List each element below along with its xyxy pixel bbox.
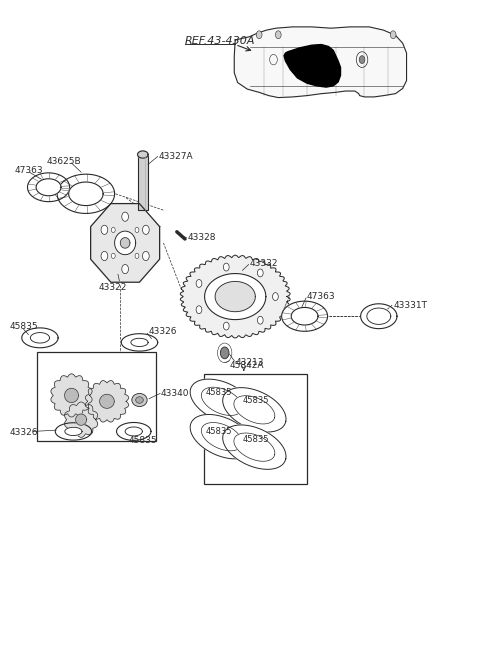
Circle shape bbox=[220, 347, 229, 359]
Ellipse shape bbox=[136, 397, 144, 403]
Polygon shape bbox=[215, 281, 255, 312]
Polygon shape bbox=[138, 151, 148, 158]
Polygon shape bbox=[55, 422, 92, 440]
Circle shape bbox=[111, 253, 115, 258]
Ellipse shape bbox=[132, 394, 147, 407]
Circle shape bbox=[135, 253, 139, 258]
Text: 45835: 45835 bbox=[242, 435, 269, 443]
Polygon shape bbox=[85, 380, 129, 422]
Polygon shape bbox=[121, 334, 157, 351]
Polygon shape bbox=[100, 394, 114, 408]
Circle shape bbox=[143, 251, 149, 260]
Text: 43327A: 43327A bbox=[158, 152, 193, 161]
Polygon shape bbox=[57, 174, 115, 213]
Text: 43326: 43326 bbox=[148, 327, 177, 336]
Polygon shape bbox=[69, 182, 103, 205]
Circle shape bbox=[223, 322, 229, 330]
Circle shape bbox=[122, 212, 129, 221]
Polygon shape bbox=[117, 422, 151, 440]
Polygon shape bbox=[91, 203, 160, 282]
Polygon shape bbox=[223, 425, 286, 469]
Circle shape bbox=[135, 228, 139, 233]
Polygon shape bbox=[201, 422, 242, 451]
Circle shape bbox=[223, 263, 229, 271]
Circle shape bbox=[196, 306, 202, 314]
Polygon shape bbox=[51, 374, 92, 417]
Polygon shape bbox=[30, 333, 49, 343]
Text: 47363: 47363 bbox=[15, 167, 44, 175]
Polygon shape bbox=[201, 387, 242, 415]
Text: 45835: 45835 bbox=[9, 322, 38, 331]
Circle shape bbox=[276, 31, 281, 39]
Text: 45842A: 45842A bbox=[229, 361, 264, 370]
Polygon shape bbox=[125, 427, 143, 436]
Bar bbox=[36, 352, 156, 441]
Bar bbox=[204, 374, 307, 483]
Polygon shape bbox=[65, 388, 78, 403]
Polygon shape bbox=[234, 396, 275, 424]
Polygon shape bbox=[120, 237, 130, 248]
Text: 43331T: 43331T bbox=[393, 300, 427, 310]
Polygon shape bbox=[234, 433, 275, 461]
Circle shape bbox=[122, 264, 129, 274]
Text: 45835: 45835 bbox=[205, 427, 232, 436]
Text: 43326: 43326 bbox=[9, 428, 38, 438]
Polygon shape bbox=[65, 427, 82, 436]
Polygon shape bbox=[367, 308, 391, 325]
Text: 45835: 45835 bbox=[242, 396, 269, 405]
Polygon shape bbox=[284, 45, 340, 87]
Circle shape bbox=[196, 279, 202, 287]
Bar bbox=[138, 155, 148, 210]
Polygon shape bbox=[223, 388, 286, 432]
Text: 43340: 43340 bbox=[161, 389, 190, 398]
Circle shape bbox=[143, 225, 149, 234]
Polygon shape bbox=[131, 338, 148, 346]
Polygon shape bbox=[36, 178, 61, 195]
Circle shape bbox=[257, 269, 263, 277]
Polygon shape bbox=[204, 274, 266, 319]
Circle shape bbox=[257, 316, 263, 324]
Text: 45835: 45835 bbox=[205, 388, 232, 397]
Circle shape bbox=[390, 31, 396, 39]
Text: 43332: 43332 bbox=[250, 259, 278, 268]
Text: 45835: 45835 bbox=[129, 436, 157, 445]
Polygon shape bbox=[190, 415, 253, 459]
Polygon shape bbox=[22, 328, 58, 348]
Polygon shape bbox=[76, 414, 86, 425]
Polygon shape bbox=[27, 173, 70, 201]
Text: 43328: 43328 bbox=[187, 233, 216, 242]
Polygon shape bbox=[291, 308, 318, 325]
Circle shape bbox=[256, 31, 262, 39]
Polygon shape bbox=[360, 304, 397, 329]
Text: 47363: 47363 bbox=[307, 292, 336, 301]
Text: 43625B: 43625B bbox=[46, 157, 81, 165]
Polygon shape bbox=[180, 255, 290, 338]
Circle shape bbox=[111, 228, 115, 233]
Polygon shape bbox=[64, 402, 97, 438]
Circle shape bbox=[101, 251, 108, 260]
Text: 43322: 43322 bbox=[99, 283, 127, 292]
Circle shape bbox=[359, 56, 365, 64]
Polygon shape bbox=[115, 231, 136, 255]
Circle shape bbox=[273, 293, 278, 300]
Text: 43213: 43213 bbox=[235, 358, 264, 367]
Polygon shape bbox=[234, 27, 407, 98]
Circle shape bbox=[101, 225, 108, 234]
Text: REF.43-430A: REF.43-430A bbox=[185, 36, 255, 47]
Polygon shape bbox=[282, 301, 327, 331]
Polygon shape bbox=[190, 379, 253, 424]
